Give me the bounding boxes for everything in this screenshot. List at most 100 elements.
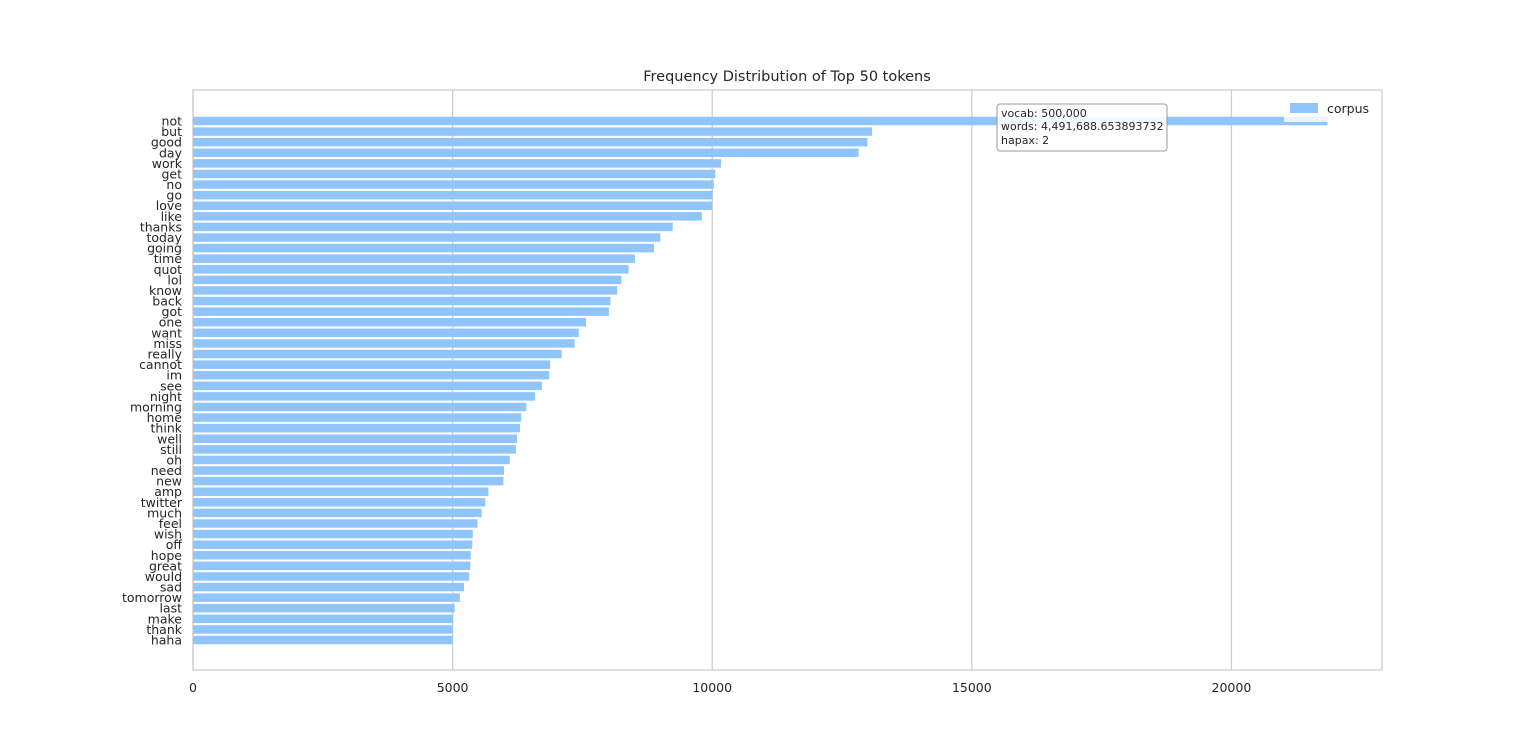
bar-need xyxy=(193,466,505,475)
y-tick-label: im xyxy=(166,368,182,383)
legend-swatch xyxy=(1290,103,1318,113)
y-tick-label: night xyxy=(150,389,182,404)
bar-good xyxy=(193,137,868,147)
bar-thank xyxy=(193,625,453,634)
y-tick-label: thank xyxy=(146,622,182,637)
annotation-vocab: vocab: 500,000 xyxy=(1001,107,1087,120)
y-tick-label: well xyxy=(157,431,182,446)
y-tick-label: miss xyxy=(153,336,182,351)
x-tick-label: 20000 xyxy=(1212,680,1252,695)
bar-home xyxy=(193,413,522,422)
bar-im xyxy=(193,370,550,380)
bar-today xyxy=(193,233,661,242)
bar-haha xyxy=(193,635,453,645)
y-tick-label: see xyxy=(160,378,182,393)
bar-no xyxy=(193,180,714,189)
bar-still xyxy=(193,445,516,454)
y-tick-labels: notbutgooddayworkgetnogolovelikethanksto… xyxy=(122,114,183,648)
y-tick-label: really xyxy=(147,347,182,362)
bar-morning xyxy=(193,402,527,412)
bar-not xyxy=(193,116,1328,126)
bar-twitter xyxy=(193,498,486,507)
bar-get xyxy=(193,169,716,179)
bar-hope xyxy=(193,551,471,560)
bar-tomorrow xyxy=(193,593,460,602)
bar-time xyxy=(193,254,635,263)
bar-quot xyxy=(193,265,629,274)
y-tick-label: off xyxy=(166,537,183,552)
bar-make xyxy=(193,614,454,624)
bar-got xyxy=(193,307,609,316)
y-tick-label: home xyxy=(147,410,183,425)
y-tick-label: twitter xyxy=(141,495,183,510)
bar-know xyxy=(193,286,618,295)
bar-see xyxy=(193,381,542,391)
y-tick-label: amp xyxy=(154,484,182,499)
bar-one xyxy=(193,318,587,327)
y-tick-label: make xyxy=(148,611,183,626)
y-tick-label: oh xyxy=(166,452,182,467)
bar-really xyxy=(193,349,562,359)
y-tick-label: go xyxy=(166,188,182,203)
bar-love xyxy=(193,201,713,210)
x-tick-label: 5000 xyxy=(437,680,469,695)
y-tick-label: one xyxy=(159,315,183,330)
y-tick-label: still xyxy=(160,442,182,457)
y-tick-label: time xyxy=(154,251,183,266)
y-tick-label: like xyxy=(161,209,183,224)
x-tick-label: 0 xyxy=(189,680,197,695)
bar-off xyxy=(193,540,473,549)
y-tick-label: get xyxy=(161,166,182,181)
y-tick-label: much xyxy=(147,505,182,520)
y-tick-label: hope xyxy=(151,548,183,563)
x-tick-labels: 0 5000 10000 15000 20000 xyxy=(189,680,1251,695)
chart-title: Frequency Distribution of Top 50 tokens xyxy=(643,69,931,85)
bar-oh xyxy=(193,455,510,465)
bar-going xyxy=(193,243,655,253)
y-tick-label: work xyxy=(152,156,183,171)
bar-new xyxy=(193,476,504,486)
annotation-words: words: 4,491,688.653893732 xyxy=(1001,120,1163,133)
y-tick-label: tomorrow xyxy=(122,590,182,605)
y-tick-label: no xyxy=(166,177,182,192)
y-tick-label: new xyxy=(156,474,182,489)
y-tick-label: great xyxy=(149,558,182,573)
y-tick-label: need xyxy=(151,463,182,478)
y-tick-label: got xyxy=(162,304,183,319)
bar-think xyxy=(193,423,521,433)
annotation-box: vocab: 500,000 words: 4,491,688.65389373… xyxy=(996,103,1168,152)
bar-thanks xyxy=(193,222,673,232)
bar-well xyxy=(193,434,517,443)
y-tick-label: quot xyxy=(154,262,183,277)
bar-go xyxy=(193,190,713,200)
y-tick-label: wish xyxy=(154,527,182,542)
legend: corpus xyxy=(1284,97,1375,122)
y-tick-label: morning xyxy=(130,399,182,414)
bar-day xyxy=(193,148,859,158)
x-tick-label: 10000 xyxy=(692,680,732,695)
bar-cannot xyxy=(193,360,551,369)
y-tick-label: know xyxy=(149,283,182,298)
bar-back xyxy=(193,296,611,306)
y-tick-label: not xyxy=(162,114,183,129)
y-tick-label: going xyxy=(147,241,182,256)
y-tick-label: day xyxy=(159,145,183,160)
y-tick-label: today xyxy=(146,230,182,245)
bar-sad xyxy=(193,582,465,592)
legend-label: corpus xyxy=(1327,101,1369,116)
bar-work xyxy=(193,159,722,168)
annotation-hapax: hapax: 2 xyxy=(1001,134,1049,147)
y-tick-label: thanks xyxy=(140,219,182,234)
bar-night xyxy=(193,392,536,401)
y-tick-label: good xyxy=(151,135,182,150)
bar-last xyxy=(193,603,455,613)
bar-but xyxy=(193,127,873,136)
y-tick-label: would xyxy=(145,569,182,584)
bar-like xyxy=(193,212,702,221)
bar-much xyxy=(193,508,482,518)
y-tick-label: cannot xyxy=(139,357,182,372)
y-tick-label: want xyxy=(151,325,182,340)
bar-lol xyxy=(193,275,622,285)
bars xyxy=(193,116,1328,645)
